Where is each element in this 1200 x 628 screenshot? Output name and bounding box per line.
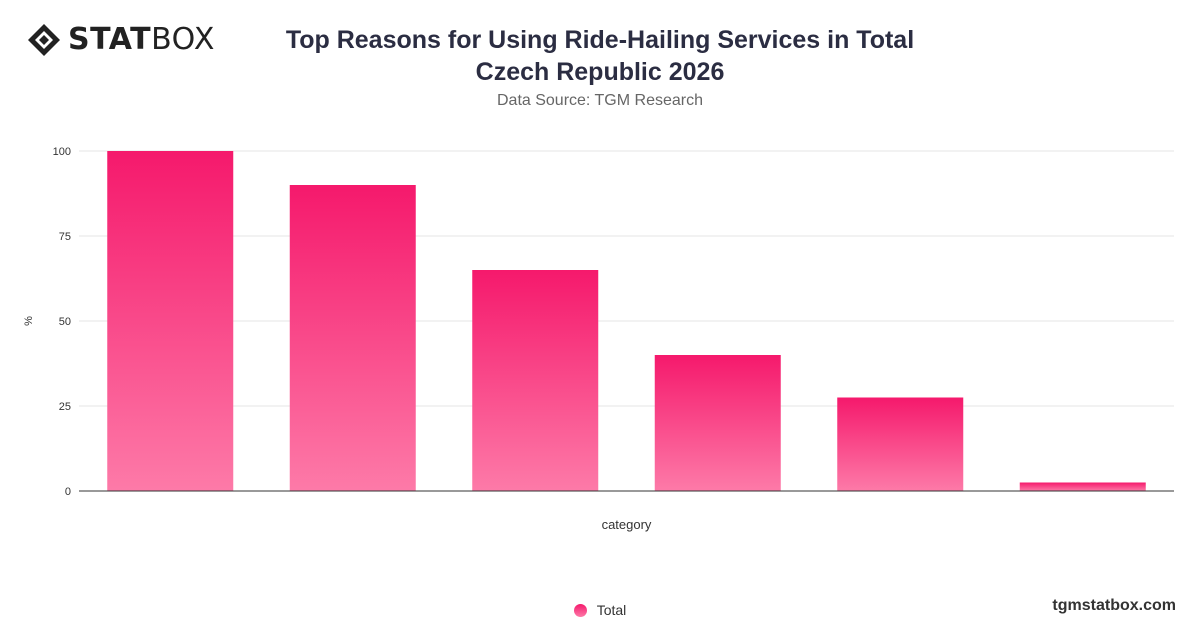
bar[interactable] xyxy=(837,397,964,492)
watermark: tgmstatbox.com xyxy=(1052,597,1176,614)
diamond-logo-icon xyxy=(28,24,60,56)
chart-title-line2: Czech Republic 2026 xyxy=(475,58,725,86)
bar[interactable] xyxy=(289,185,416,491)
y-tick-label: 25 xyxy=(59,401,71,413)
y-axis-label: % xyxy=(23,316,35,326)
y-axis-ticks: 0 25 50 75 100 xyxy=(53,146,71,498)
logo-text-bold: STAT xyxy=(68,22,152,57)
logo-text: STATBOX xyxy=(68,22,215,58)
y-tick-label: 100 xyxy=(53,146,71,158)
logo-text-light: BOX xyxy=(151,22,215,57)
statbox-logo: STATBOX xyxy=(26,22,215,58)
bar[interactable] xyxy=(107,151,234,491)
bar[interactable] xyxy=(654,355,781,491)
x-axis-label: category xyxy=(602,517,652,532)
chart-title: Top Reasons for Using Ride-Hailing Servi… xyxy=(200,24,1000,88)
bars xyxy=(107,151,1146,491)
chart-title-line1: Top Reasons for Using Ride-Hailing Servi… xyxy=(285,26,915,54)
bar[interactable] xyxy=(1019,482,1146,492)
y-tick-label: 0 xyxy=(65,486,71,498)
y-tick-label: 75 xyxy=(59,231,71,243)
chart-subtitle: Data Source: TGM Research xyxy=(496,92,703,109)
grid-lines xyxy=(79,150,1174,407)
legend[interactable]: Total xyxy=(0,602,1200,618)
y-tick-label: 50 xyxy=(59,316,71,328)
bar[interactable] xyxy=(472,270,599,491)
legend-swatch-total xyxy=(573,603,587,617)
legend-label-total: Total xyxy=(596,602,627,618)
